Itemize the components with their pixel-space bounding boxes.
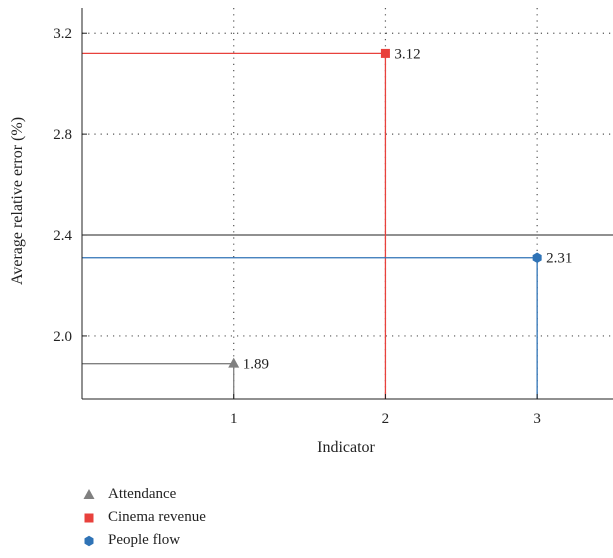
legend-marker-attendance bbox=[80, 488, 98, 502]
legend-label-cinema-revenue: Cinema revenue bbox=[108, 509, 206, 525]
x-tick-label: 1 bbox=[230, 411, 238, 427]
legend-shape-cinema-revenue bbox=[84, 513, 94, 522]
axes bbox=[81, 8, 613, 400]
y-tick-label: 2.8 bbox=[53, 127, 72, 143]
series-layer: 1.89 3.12 2.31 bbox=[82, 46, 572, 399]
y-tick-label: 3.2 bbox=[53, 26, 72, 42]
grid-lines bbox=[82, 8, 613, 399]
legend-label-people-flow: People flow bbox=[108, 532, 181, 548]
data-label-people-flow: 2.31 bbox=[546, 251, 572, 267]
legend-label-attendance: Attendance bbox=[108, 486, 177, 502]
y-tick-label: 2.0 bbox=[53, 329, 72, 345]
legend: Attendance Cinema revenue People flow bbox=[80, 483, 206, 552]
data-point-attendance bbox=[228, 357, 240, 368]
x-axis-label: Indicator bbox=[317, 439, 375, 456]
x-tick-label: 3 bbox=[533, 411, 541, 427]
data-label-attendance: 1.89 bbox=[243, 357, 269, 373]
legend-marker-cinema-revenue bbox=[80, 511, 98, 525]
legend-item-cinema-revenue: Cinema revenue bbox=[80, 506, 206, 529]
y-axis-label: Average relative error (%) bbox=[9, 117, 26, 285]
data-point-people-flow bbox=[532, 252, 542, 263]
legend-item-people-flow: People flow bbox=[80, 529, 206, 552]
legend-shape-attendance bbox=[83, 488, 95, 499]
x-tick-label: 2 bbox=[382, 411, 390, 427]
data-point-cinema-revenue bbox=[380, 48, 390, 58]
chart-canvas: 1.89 3.12 2.31 2.0 2.4 2.8 3.2 1 2 3 Indicator A… bbox=[9, 8, 613, 456]
legend-marker-people-flow bbox=[80, 534, 98, 548]
tick-labels: 2.0 2.4 2.8 3.2 1 2 3 bbox=[53, 26, 541, 427]
y-tick-label: 2.4 bbox=[53, 228, 72, 244]
data-label-cinema-revenue: 3.12 bbox=[394, 46, 420, 62]
legend-shape-people-flow bbox=[84, 535, 94, 546]
legend-item-attendance: Attendance bbox=[80, 483, 206, 506]
